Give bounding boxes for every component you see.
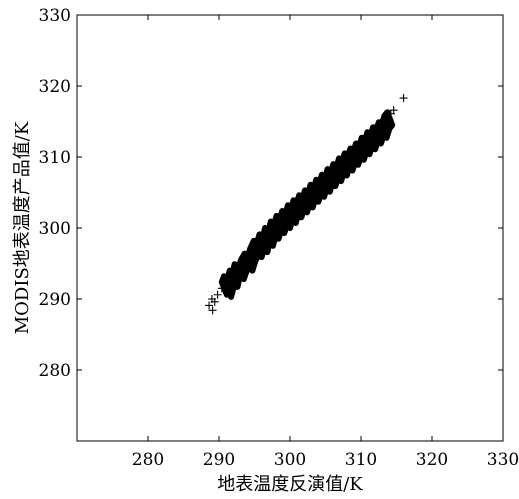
scatter-point (243, 260, 252, 269)
scatter-points (205, 94, 408, 315)
scatter-point (263, 235, 272, 244)
x-tick-label: 300 (274, 450, 306, 470)
x-tick-label: 310 (345, 450, 377, 470)
scatter-point (312, 182, 321, 191)
x-axis-label: 地表温度反演值/K (217, 474, 363, 495)
scatter-point (205, 301, 214, 310)
scatter-point (266, 224, 275, 232)
scatter-point (317, 177, 326, 186)
y-axis-label: MODIS地表温度产品值/K (12, 121, 33, 334)
scatter-point (255, 236, 264, 245)
scatter-point (289, 202, 298, 211)
y-tick-label: 310 (39, 148, 71, 168)
scatter-point (340, 155, 349, 164)
scatter-point (306, 187, 315, 196)
scatter-point (360, 143, 369, 152)
y-tick-label: 320 (39, 77, 71, 97)
scatter-point (240, 255, 249, 264)
scatter-point (309, 191, 318, 200)
scatter-point (208, 306, 217, 315)
scatter-point (349, 154, 358, 163)
scatter-point (326, 175, 335, 184)
scatter-point (366, 138, 375, 147)
scatter-point (258, 241, 267, 250)
scatter-point (207, 295, 216, 303)
axis-ticks (77, 14, 504, 441)
scatter-point (252, 246, 261, 255)
scatter-point (286, 212, 295, 221)
scatter-point (292, 206, 301, 215)
scatter-point (300, 192, 309, 201)
scatter-point (377, 127, 386, 136)
scatter-cloud (218, 109, 396, 300)
scatter-point (278, 213, 287, 222)
scatter-point (283, 207, 292, 216)
x-tick-label: 320 (416, 450, 448, 470)
scatter-point (363, 134, 372, 143)
scatter-point (399, 94, 408, 103)
y-tick-label: 280 (39, 361, 71, 381)
x-tick-label: 280 (132, 450, 164, 470)
scatter-point (269, 228, 278, 237)
scatter-point (383, 114, 392, 123)
scatter-point (298, 201, 307, 210)
scatter-point (323, 171, 332, 180)
y-tick-label: 290 (39, 290, 71, 310)
x-tick-label: 330 (487, 450, 519, 470)
scatter-point (246, 250, 255, 259)
scatter-point (219, 278, 228, 287)
scatter-point (275, 222, 284, 231)
scatter-point (315, 186, 324, 195)
scatter-point (230, 266, 239, 275)
scatter-point (261, 230, 270, 239)
scatter-point (213, 290, 222, 299)
scatter-point (320, 181, 329, 190)
scatter-point (371, 133, 380, 142)
y-tick-labels: 280 290 300 310 320 330 (39, 6, 71, 381)
scatter-point (272, 218, 281, 227)
scatter-point (222, 286, 231, 295)
y-tick-label: 330 (39, 6, 71, 26)
scatter-point (334, 160, 343, 169)
scatter-point (295, 197, 304, 206)
x-tick-label: 290 (203, 450, 235, 470)
scatter-point (337, 165, 346, 174)
point-cloud-body (218, 109, 396, 300)
scatter-point (354, 149, 363, 158)
scatter-point (329, 166, 338, 175)
y-tick-label: 300 (39, 219, 71, 239)
scatter-point (234, 268, 243, 277)
scatter-point (332, 170, 341, 179)
x-tick-labels: 280 290 300 310 320 330 (132, 450, 519, 470)
scatter-point (303, 197, 312, 206)
scatter-point (281, 217, 290, 226)
scatter-point (217, 284, 226, 293)
scatter-point (228, 276, 237, 285)
scatter-point (237, 262, 246, 271)
scatter-point (389, 106, 398, 115)
scatter-point (343, 160, 352, 169)
